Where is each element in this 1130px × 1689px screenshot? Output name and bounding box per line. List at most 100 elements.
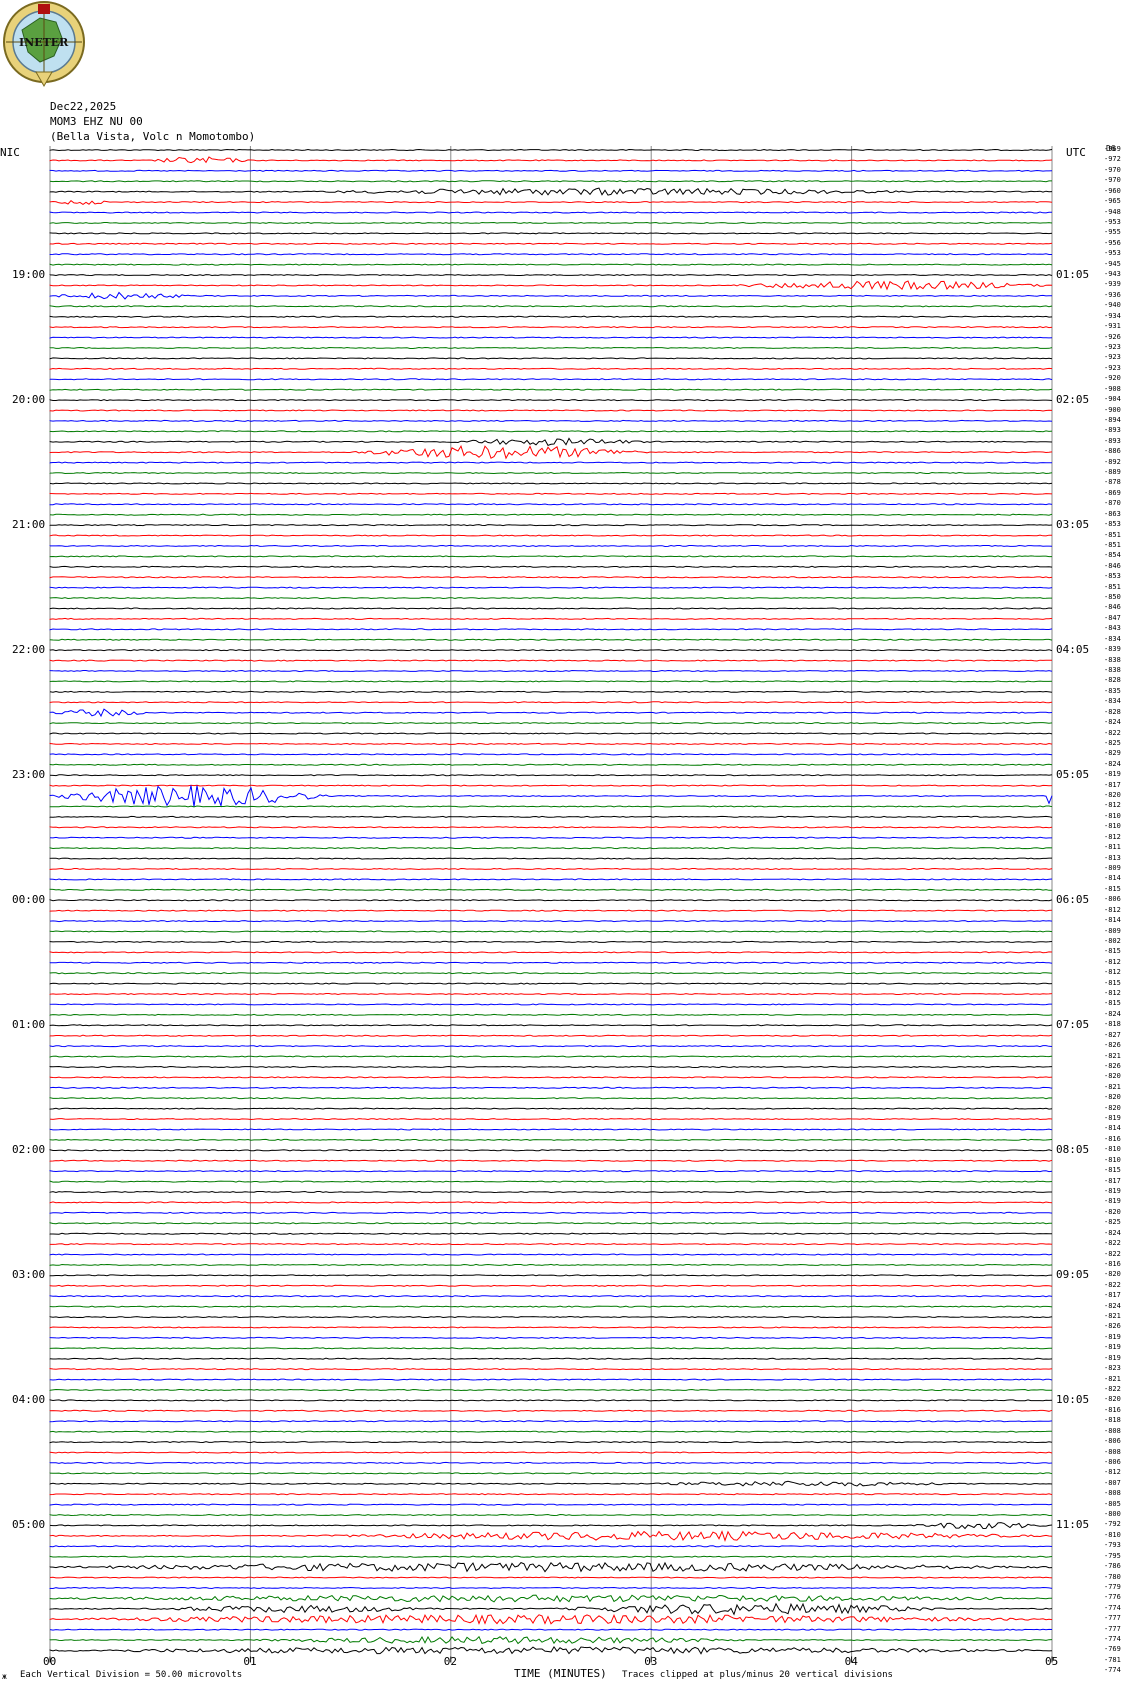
seismic-trace: [49, 187, 1053, 196]
seismic-trace: [49, 1211, 1053, 1214]
trace-value: -818: [1104, 1020, 1121, 1029]
corner-mark: ж: [2, 1672, 7, 1681]
seismic-trace: [49, 1149, 1053, 1152]
seismic-trace: [49, 763, 1053, 766]
seismic-trace: [49, 430, 1053, 433]
seismic-trace: [49, 1441, 1053, 1444]
seismic-trace: [49, 1347, 1052, 1350]
seismic-trace: [49, 1378, 1053, 1381]
left-time-label: 05:00: [12, 1518, 46, 1532]
trace-value: -851: [1104, 530, 1121, 539]
seismic-trace: [49, 1190, 1052, 1194]
trace-value: -825: [1104, 738, 1121, 747]
trace-value: -821: [1104, 1082, 1121, 1091]
seismic-trace: [49, 156, 1053, 164]
trace-value: -923: [1104, 342, 1121, 351]
ineter-logo-icon: [3, 1, 85, 88]
right-timezone-label: UTC: [1066, 146, 1086, 159]
seismic-trace: [49, 826, 1053, 829]
seismic-trace: [49, 930, 1053, 933]
trace-value: -820: [1104, 1072, 1121, 1081]
seismic-trace: [49, 701, 1053, 704]
trace-value: -970: [1104, 176, 1121, 185]
seismic-trace: [49, 1170, 1053, 1173]
seismic-trace: [49, 992, 1053, 996]
trace-value: -774: [1104, 1635, 1121, 1644]
seismic-trace: [49, 617, 1053, 620]
seismic-trace: [49, 940, 1053, 943]
trace-value: -777: [1104, 1614, 1121, 1623]
seismic-trace: [49, 1561, 1053, 1573]
trace-value: -792: [1104, 1520, 1121, 1529]
seismic-trace: [49, 722, 1053, 725]
seismic-trace: [49, 1097, 1053, 1100]
seismic-trace: [49, 1480, 1053, 1487]
seismic-trace: [49, 951, 1053, 954]
seismic-trace: [49, 211, 1052, 214]
left-timezone-label: NIC: [0, 146, 20, 159]
trace-value: -904: [1104, 395, 1121, 404]
trace-value: -813: [1104, 853, 1121, 862]
seismic-trace: [49, 899, 1053, 902]
trace-value: -828: [1104, 707, 1121, 716]
seismic-trace: [49, 1336, 1053, 1339]
left-time-label: 02:00: [12, 1143, 46, 1157]
seismic-trace: [49, 628, 1053, 631]
right-time-label: 11:05: [1056, 1518, 1090, 1532]
trace-value: -923: [1104, 353, 1121, 362]
trace-value: -834: [1104, 697, 1121, 706]
seismic-trace: [49, 409, 1053, 412]
trace-value: -819: [1104, 1197, 1121, 1206]
right-time-label: 09:05: [1056, 1268, 1090, 1282]
seismic-trace: [49, 1024, 1053, 1027]
seismic-trace: [49, 1409, 1053, 1412]
trace-value: -948: [1104, 207, 1121, 216]
trace-value: -821: [1104, 1051, 1121, 1060]
seismic-trace: [49, 1138, 1053, 1141]
seismic-trace: [49, 1263, 1053, 1266]
trace-value: -945: [1104, 259, 1121, 268]
trace-value: -808: [1104, 1489, 1121, 1498]
seismic-trace: [49, 961, 1053, 964]
right-time-label: 06:05: [1056, 893, 1090, 907]
trace-value: -828: [1104, 676, 1121, 685]
seismic-trace: [49, 1065, 1053, 1069]
seismic-trace: [49, 1076, 1053, 1079]
trace-value: -815: [1104, 947, 1121, 956]
header-location: (Bella Vista, Volc n Momotombo): [50, 130, 256, 143]
seismic-trace: [49, 1180, 1053, 1183]
trace-value: -893: [1104, 436, 1121, 445]
trace-value: -853: [1104, 572, 1121, 581]
left-time-label: 01:00: [12, 1018, 46, 1032]
seismic-trace: [49, 524, 1053, 527]
trace-value: -814: [1104, 874, 1121, 883]
seismic-trace: [49, 669, 1053, 673]
trace-value: -807: [1104, 1478, 1121, 1487]
logo-text: INETER: [19, 36, 69, 49]
seismic-trace: [49, 419, 1053, 422]
trace-value: -815: [1104, 999, 1121, 1008]
trace-value: -814: [1104, 1124, 1121, 1133]
trace-value: -822: [1104, 1280, 1121, 1289]
trace-value: -805: [1104, 1499, 1121, 1508]
seismic-trace: [49, 805, 1053, 808]
trace-value: -777: [1104, 1624, 1121, 1633]
seismic-trace: [49, 399, 1053, 402]
trace-value: -908: [1104, 384, 1121, 393]
seismic-trace: [49, 1357, 1053, 1360]
seismic-trace: [49, 1315, 1053, 1319]
trace-value: -838: [1104, 655, 1121, 664]
trace-value: -953: [1104, 217, 1121, 226]
seismic-trace: [49, 482, 1053, 485]
trace-value: -776: [1104, 1593, 1121, 1602]
trace-value: -939: [1104, 280, 1121, 289]
left-time-label: 21:00: [12, 518, 46, 532]
seismic-trace: [49, 867, 1053, 871]
trace-value: -822: [1104, 1249, 1121, 1258]
trace-value: -781: [1104, 1655, 1121, 1664]
seismic-trace: [49, 1594, 1052, 1603]
trace-value: -815: [1104, 1166, 1121, 1175]
seismic-trace: [49, 1493, 1053, 1496]
trace-value: -818: [1104, 1416, 1121, 1425]
